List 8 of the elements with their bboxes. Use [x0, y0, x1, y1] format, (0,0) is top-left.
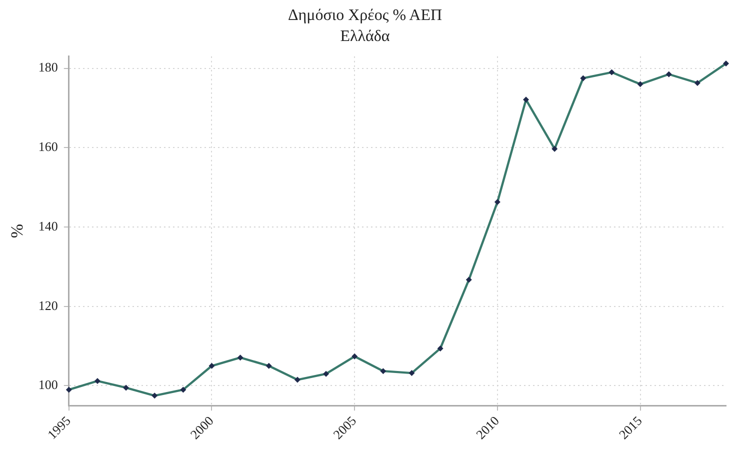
y-tick-label: 100 [38, 377, 58, 392]
y-tick-label: 180 [38, 60, 58, 75]
y-tick-label: 160 [38, 139, 58, 154]
y-axis-title: % [8, 224, 27, 238]
y-tick-label: 120 [38, 298, 58, 313]
y-tick-label: 140 [38, 218, 58, 234]
chart-subtitle: Ελλάδα [340, 28, 390, 46]
chart-title: Δημόσιο Χρέος % ΑΕΠ [288, 6, 442, 24]
